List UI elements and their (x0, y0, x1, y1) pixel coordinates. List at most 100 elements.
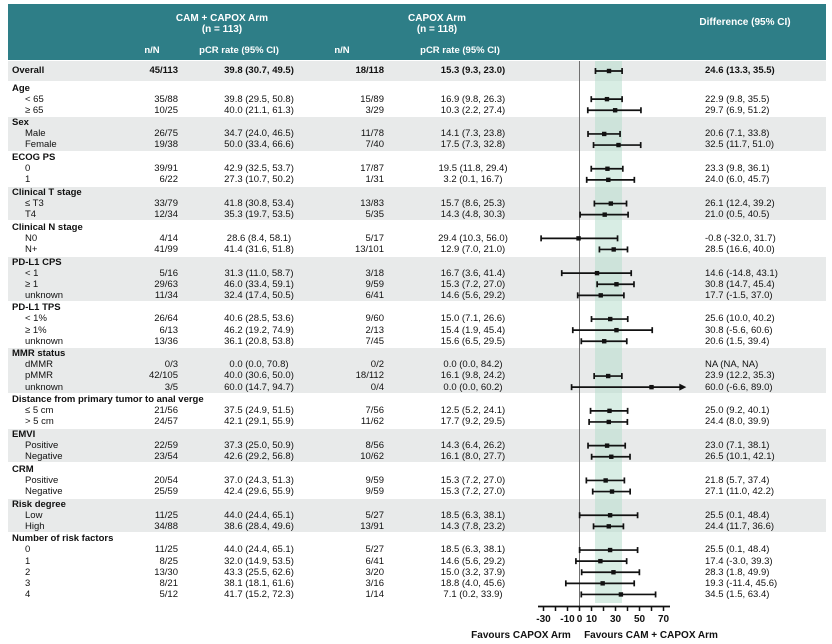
cell-difference: 24.6 (13.3, 35.5) (705, 65, 775, 76)
arm1-title: CAM + CAPOX Arm (175, 13, 269, 24)
cell-nn-arm1: 6/22 (159, 174, 179, 186)
cell-pcr-arm1: 60.0 (14.7, 94.7) (224, 381, 294, 393)
cell-nn-arm1: 20/54 (154, 474, 178, 486)
cell-nn-arm1: 35/88 (154, 93, 178, 105)
cell-difference: 32.5 (11.7, 51.0) (705, 139, 775, 151)
cell-nn-arm1: 29/63 (154, 278, 178, 290)
cell-pcr-arm1: 40.0 (21.1, 61.3) (224, 104, 294, 116)
cell-nn-arm1: 8/21 (159, 577, 179, 589)
cell-pcr-arm2: 14.3 (4.8, 30.3) (440, 209, 506, 221)
cell-nn-arm2: 11/62 (360, 416, 384, 428)
cell-pcr-arm2: 10.3 (2.2, 27.4) (440, 104, 506, 116)
table-row: ≤ 5 cm 21/56 37.5 (24.9, 51.5) 7/56 12.5 (5.… (8, 405, 826, 416)
cell-difference: 23.3 (9.8, 36.1) (705, 163, 770, 175)
cell-nn-arm2: 5/35 (365, 209, 385, 221)
cell-nn-arm2: 0/2 (370, 359, 384, 371)
cell-pcr-arm1: 37.3 (25.0, 50.9) (224, 440, 294, 452)
cell-nn-arm2: 15/89 (360, 93, 384, 105)
group-block: Age < 65 35/88 39.8 (29.5, 50.8) 15/89 16.9 (… (8, 83, 826, 116)
cell-nn-arm2: 1/31 (365, 174, 385, 186)
cell-nn-arm1: 3/5 (164, 381, 178, 393)
cell-difference: 24.0 (6.0, 45.7) (705, 174, 770, 186)
cell-subgroup-label: Risk degree (12, 498, 66, 510)
cell-nn-arm2: 8/56 (365, 440, 385, 452)
cell-nn-arm2: 10/62 (360, 451, 384, 463)
cell-subgroup-label: Sex (12, 117, 29, 129)
cell-nn-arm2: 0/4 (370, 381, 384, 393)
cell-subgroup-label: unknown (25, 289, 64, 301)
cell-nn-arm2: 2/13 (365, 324, 385, 336)
cell-subgroup-label: < 1% (25, 313, 47, 325)
group-block: PD-L1 TPS < 1% 26/64 40.6 (28.5, 53.6) 9/60 1… (8, 302, 826, 346)
table-row: pMMR 42/105 40.0 (30.6, 50.0) 18/112 16.1 (9… (8, 370, 826, 381)
cell-pcr-arm1: 39.8 (30.7, 49.5) (224, 65, 294, 76)
cell-pcr-arm2: 15.0 (7.1, 26.6) (440, 313, 506, 325)
table-row: > 5 cm 24/57 42.1 (29.1, 55.9) 11/62 17.7 (9… (8, 416, 826, 427)
cell-pcr-arm1: 46.2 (19.2, 74.9) (224, 324, 294, 336)
cell-pcr-arm2: 18.8 (4.0, 45.6) (440, 577, 506, 589)
table-row: PD-L1 CPS (8, 257, 826, 268)
cell-nn-arm1: 22/59 (154, 440, 178, 452)
cell-nn-arm2: 5/27 (365, 544, 385, 556)
cell-nn-arm2: 18/112 (355, 370, 384, 382)
cell-difference: 28.5 (16.6, 40.0) (705, 243, 775, 255)
cell-nn-arm2: 9/59 (365, 474, 385, 486)
cell-nn-arm1: 26/64 (154, 313, 178, 325)
cell-difference: 25.5 (0.1, 48.4) (705, 509, 770, 521)
cell-pcr-arm2: 16.9 (9.8, 26.3) (440, 93, 506, 105)
cell-pcr-arm2: 15.3 (7.2, 27.0) (440, 485, 506, 497)
cell-nn-arm2: 13/101 (354, 243, 384, 255)
table-row: High 34/88 38.6 (28.4, 49.6) 13/91 14.3 (7.8… (8, 521, 826, 532)
table-row: ≥ 1% 6/13 46.2 (19.2, 74.9) 2/13 15.4 (1.9, … (8, 325, 826, 336)
group-block-shaded: Sex Male 26/75 34.7 (24.0, 46.5) 11/78 14.1 (… (8, 117, 826, 151)
cell-nn-arm1: 10/25 (154, 104, 178, 116)
cell-difference: 26.1 (12.4, 39.2) (705, 197, 775, 209)
table-row: MMR status (8, 348, 826, 359)
table-row: Male 26/75 34.7 (24.0, 46.5) 11/78 14.1 (7.3… (8, 128, 826, 139)
cell-subgroup-label: Distance from primary tumor to anal verg… (12, 394, 204, 406)
cell-subgroup-label: MMR status (12, 348, 66, 360)
cell-nn-arm1: 12/34 (154, 209, 178, 221)
cell-difference: 23.0 (7.1, 38.1) (705, 440, 770, 452)
cell-pcr-arm1: 38.6 (28.4, 49.6) (224, 520, 294, 532)
cell-pcr-arm1: 32.0 (14.9, 53.5) (224, 555, 294, 567)
cell-pcr-arm1: 50.0 (33.4, 66.6) (224, 139, 294, 151)
cell-pcr-arm1: 41.7 (15.2, 72.3) (224, 588, 294, 600)
group-block-shaded: Clinical T stage ≤ T3 33/79 41.8 (30.8, 53.… (8, 186, 826, 221)
cell-difference: 27.1 (11.0, 42.2) (705, 485, 775, 497)
overall-ci-band (595, 61, 623, 603)
cell-pcr-arm1: 35.3 (19.7, 53.5) (224, 209, 294, 221)
cell-subgroup-label: N0 (25, 232, 38, 244)
cell-nn-arm1: 11/25 (154, 509, 178, 521)
cell-nn-arm1: 0/3 (164, 359, 178, 371)
cell-subgroup-label: High (25, 520, 45, 532)
cell-pcr-arm1: 34.7 (24.0, 46.5) (224, 128, 294, 140)
group-block-shaded: Overall 45/113 39.8 (30.7, 49.5) 18/118 15.3… (8, 61, 826, 81)
cell-difference: 24.4 (11.7, 36.6) (705, 520, 775, 532)
cell-pcr-arm1: 38.1 (18.1, 61.6) (224, 577, 294, 589)
cell-difference: 22.9 (9.8, 35.5) (705, 93, 770, 105)
cell-pcr-arm2: 18.5 (6.3, 38.1) (440, 509, 506, 521)
cell-subgroup-label: Negative (25, 451, 63, 463)
cell-difference: 25.0 (9.2, 40.1) (705, 405, 770, 417)
arm2-header: CAPOX Arm (n = 118) (408, 13, 466, 35)
cell-nn-arm1: 4/14 (159, 232, 179, 244)
cell-nn-arm1: 42/105 (148, 370, 178, 382)
arm2-title: CAPOX Arm (408, 13, 466, 24)
table-row: 0 39/91 42.9 (32.5, 53.7) 17/87 19.5 (11.8, … (8, 163, 826, 174)
cell-nn-arm2: 6/41 (365, 555, 385, 567)
cell-pcr-arm2: 15.6 (6.5, 29.5) (440, 335, 506, 347)
cell-nn-arm2: 17/87 (360, 163, 384, 175)
cell-nn-arm2: 3/20 (365, 566, 385, 578)
table-row: Positive 20/54 37.0 (24.3, 51.3) 9/59 15.3 (… (8, 475, 826, 486)
cell-nn-arm2: 9/59 (365, 485, 385, 497)
table-row: ≥ 65 10/25 40.0 (21.1, 61.3) 3/29 10.3 (2.2,… (8, 105, 826, 116)
cell-pcr-arm1: 42.6 (29.2, 56.8) (224, 451, 294, 463)
cell-subgroup-label: Negative (25, 485, 63, 497)
cell-pcr-arm1: 43.3 (25.5, 62.6) (224, 566, 294, 578)
cell-subgroup-label: T4 (25, 209, 37, 221)
cell-subgroup-label: ≥ 65 (25, 104, 44, 116)
cell-pcr-arm2: 14.3 (7.8, 23.2) (440, 520, 506, 532)
cell-difference: 21.0 (0.5, 40.5) (705, 209, 770, 221)
